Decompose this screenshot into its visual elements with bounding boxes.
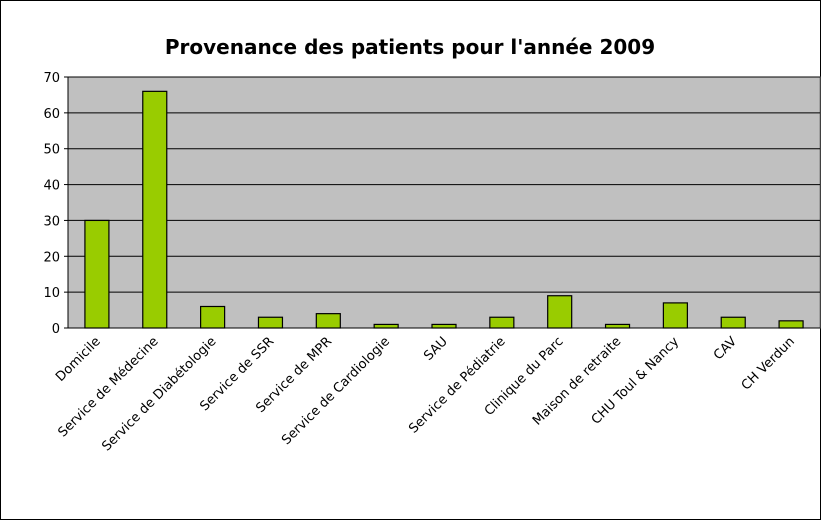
y-tick-label: 50 [43, 143, 60, 158]
plot-area [67, 76, 821, 329]
bar [547, 295, 573, 329]
bar [489, 316, 515, 329]
bar [373, 323, 399, 329]
bar [315, 313, 341, 329]
y-tick-label: 40 [43, 179, 60, 194]
y-tick-label: 70 [43, 71, 60, 86]
bar [257, 316, 284, 329]
bar [778, 320, 804, 329]
y-tick-label: 20 [43, 250, 60, 265]
y-tick-label: 10 [43, 286, 60, 301]
y-tick-label: 0 [52, 322, 60, 337]
bar [142, 90, 168, 329]
bar [604, 323, 631, 329]
bar [662, 302, 688, 329]
bar [84, 219, 110, 329]
chart-title: Provenance des patients pour l'année 200… [165, 35, 655, 59]
bar [720, 316, 746, 329]
y-tick-label: 60 [43, 107, 60, 122]
bar [200, 305, 226, 329]
bar [431, 323, 457, 329]
y-tick-label: 30 [43, 214, 60, 229]
